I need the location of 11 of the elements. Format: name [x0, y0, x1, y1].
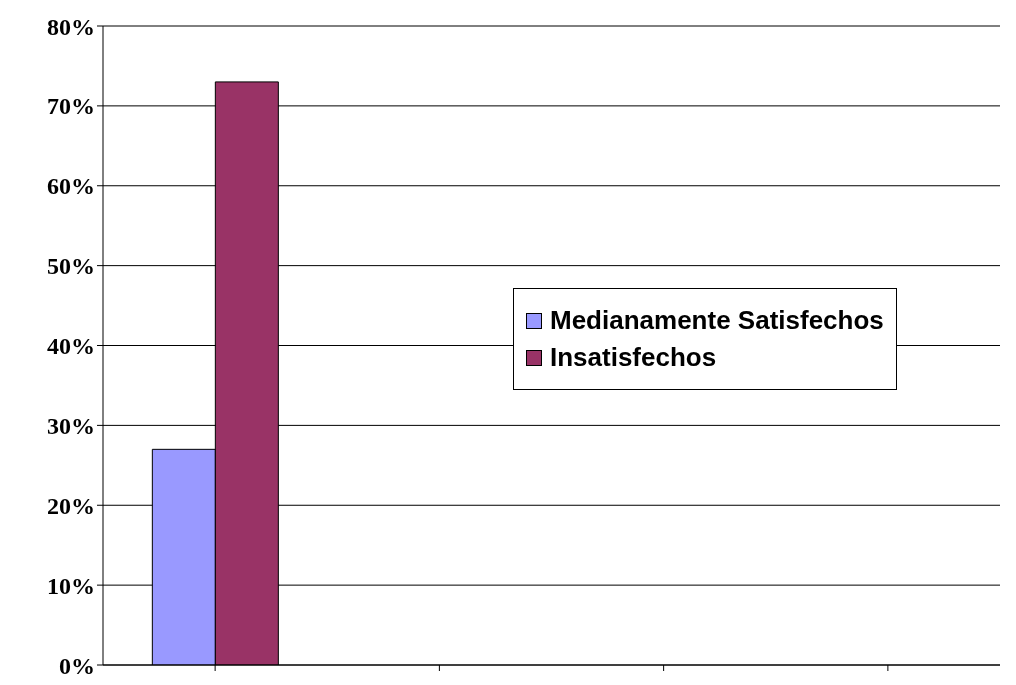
y-tick-label: 80% [47, 13, 95, 40]
legend-label: Medianamente Satisfechos [550, 305, 884, 336]
y-tick-label: 40% [47, 333, 95, 360]
y-tick-label: 50% [47, 253, 95, 280]
y-tick-label: 10% [47, 572, 95, 599]
y-tick-label: 20% [47, 492, 95, 519]
y-tick-label: 30% [47, 412, 95, 439]
y-tick-label: 0% [59, 652, 95, 679]
legend-label: Insatisfechos [550, 342, 717, 373]
y-tick-label: 70% [47, 93, 95, 120]
y-tick-label: 60% [47, 173, 95, 200]
